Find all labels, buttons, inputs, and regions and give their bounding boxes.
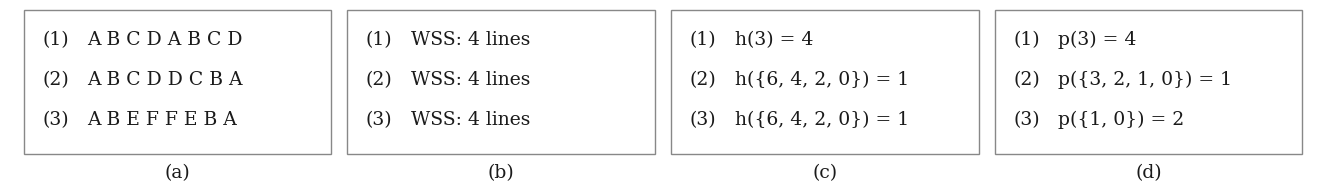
Text: (1): (1)	[690, 31, 716, 49]
FancyBboxPatch shape	[671, 10, 979, 154]
FancyBboxPatch shape	[24, 10, 332, 154]
Text: p({1, 0}) = 2: p({1, 0}) = 2	[1058, 111, 1184, 129]
Text: (3): (3)	[1013, 111, 1040, 129]
Text: (3): (3)	[690, 111, 716, 129]
Text: WSS: 4 lines: WSS: 4 lines	[411, 31, 530, 49]
Text: h(3) = 4: h(3) = 4	[735, 31, 813, 49]
Text: (1): (1)	[1013, 31, 1040, 49]
Text: (c): (c)	[813, 165, 837, 183]
Text: A B E F F E B A: A B E F F E B A	[88, 111, 237, 129]
Text: (1): (1)	[366, 31, 392, 49]
Text: (3): (3)	[366, 111, 392, 129]
FancyBboxPatch shape	[994, 10, 1302, 154]
Text: (2): (2)	[42, 71, 69, 89]
Text: (2): (2)	[1013, 71, 1040, 89]
Text: WSS: 4 lines: WSS: 4 lines	[411, 111, 530, 129]
Text: (d): (d)	[1135, 165, 1162, 183]
Text: (b): (b)	[488, 165, 514, 183]
Text: (2): (2)	[366, 71, 392, 89]
Text: A B C D A B C D: A B C D A B C D	[88, 31, 243, 49]
Text: WSS: 4 lines: WSS: 4 lines	[411, 71, 530, 89]
Text: h({6, 4, 2, 0}) = 1: h({6, 4, 2, 0}) = 1	[735, 111, 908, 129]
Text: (2): (2)	[690, 71, 716, 89]
Text: (3): (3)	[42, 111, 69, 129]
FancyBboxPatch shape	[347, 10, 655, 154]
Text: h({6, 4, 2, 0}) = 1: h({6, 4, 2, 0}) = 1	[735, 71, 908, 89]
Text: A B C D D C B A: A B C D D C B A	[88, 71, 243, 89]
Text: (a): (a)	[164, 165, 191, 183]
Text: p({3, 2, 1, 0}) = 1: p({3, 2, 1, 0}) = 1	[1058, 71, 1232, 89]
Text: p(3) = 4: p(3) = 4	[1058, 31, 1136, 49]
Text: (1): (1)	[42, 31, 69, 49]
